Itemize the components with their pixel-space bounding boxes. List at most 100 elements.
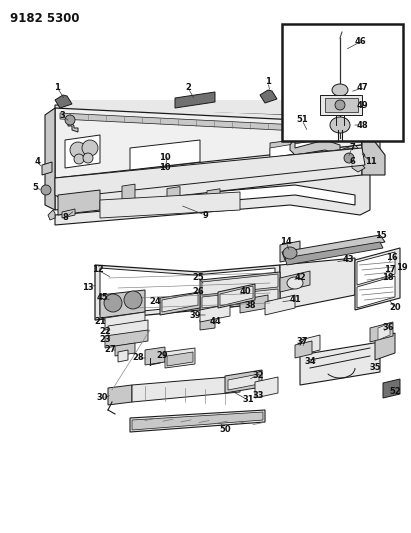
Polygon shape [200, 148, 360, 170]
Text: 31: 31 [242, 395, 254, 405]
Text: 33: 33 [252, 391, 264, 400]
Polygon shape [55, 105, 380, 180]
Text: 15: 15 [375, 230, 387, 239]
Text: 46: 46 [354, 37, 366, 46]
Polygon shape [280, 241, 300, 262]
Polygon shape [295, 341, 312, 358]
Polygon shape [378, 323, 390, 340]
Text: 6: 6 [349, 157, 355, 166]
Polygon shape [162, 293, 198, 312]
Text: 27: 27 [104, 345, 116, 354]
Polygon shape [202, 289, 278, 308]
Polygon shape [55, 145, 370, 225]
Text: 1: 1 [265, 77, 271, 86]
Text: 1: 1 [54, 83, 60, 92]
Text: 14: 14 [280, 238, 292, 246]
Polygon shape [165, 348, 195, 368]
Text: 5: 5 [32, 183, 38, 192]
Polygon shape [325, 98, 358, 112]
Polygon shape [270, 138, 330, 158]
Text: 32: 32 [252, 370, 264, 379]
Text: 47: 47 [356, 84, 368, 93]
Text: 21: 21 [94, 318, 106, 327]
Text: 28: 28 [132, 353, 144, 362]
Polygon shape [130, 140, 200, 170]
Polygon shape [218, 284, 255, 308]
Polygon shape [228, 374, 259, 390]
Text: 29: 29 [156, 351, 168, 359]
Text: 45: 45 [96, 294, 108, 303]
Polygon shape [300, 335, 320, 355]
Bar [282, 24, 403, 141]
Text: 52: 52 [389, 387, 401, 397]
Text: 8: 8 [62, 214, 68, 222]
Text: 42: 42 [294, 273, 306, 282]
Ellipse shape [330, 117, 350, 133]
Polygon shape [320, 95, 362, 115]
Polygon shape [357, 252, 395, 285]
Text: 3: 3 [59, 110, 65, 119]
Polygon shape [45, 108, 55, 210]
Polygon shape [260, 90, 277, 103]
Polygon shape [68, 118, 78, 132]
Text: 18: 18 [382, 273, 394, 282]
Polygon shape [132, 376, 240, 402]
Text: 24: 24 [149, 297, 161, 306]
Polygon shape [55, 148, 365, 198]
Polygon shape [200, 272, 280, 310]
Text: 4: 4 [34, 157, 40, 166]
Polygon shape [167, 187, 180, 208]
Text: 35: 35 [369, 364, 381, 373]
Polygon shape [105, 330, 148, 348]
Polygon shape [207, 189, 220, 211]
Ellipse shape [70, 142, 86, 158]
Polygon shape [55, 108, 362, 180]
Ellipse shape [283, 247, 297, 259]
Text: 36: 36 [382, 324, 394, 333]
Text: 19: 19 [396, 263, 408, 272]
Polygon shape [95, 265, 280, 320]
Text: 22: 22 [99, 327, 111, 336]
Polygon shape [285, 242, 383, 265]
Polygon shape [220, 286, 253, 306]
Polygon shape [352, 160, 365, 172]
Polygon shape [55, 95, 72, 108]
Polygon shape [290, 128, 340, 155]
Text: 39: 39 [189, 311, 201, 319]
Polygon shape [122, 184, 135, 206]
Polygon shape [300, 342, 380, 385]
Text: 51: 51 [296, 116, 308, 125]
Polygon shape [105, 312, 145, 330]
Polygon shape [270, 135, 330, 162]
Text: 38: 38 [244, 301, 256, 310]
Polygon shape [175, 92, 215, 108]
Text: 11: 11 [365, 157, 377, 166]
Text: 41: 41 [289, 295, 301, 304]
Ellipse shape [83, 153, 93, 163]
Polygon shape [62, 209, 75, 218]
Polygon shape [100, 290, 145, 318]
Polygon shape [100, 268, 275, 315]
Ellipse shape [335, 100, 345, 110]
Text: 10: 10 [159, 154, 171, 163]
Polygon shape [42, 162, 52, 175]
Text: 13: 13 [82, 282, 94, 292]
Polygon shape [130, 410, 265, 432]
Polygon shape [280, 258, 355, 310]
Text: 2: 2 [185, 84, 191, 93]
Polygon shape [118, 350, 128, 362]
Text: 9182 5300: 9182 5300 [10, 12, 80, 25]
Ellipse shape [74, 154, 84, 164]
Polygon shape [357, 276, 395, 308]
Polygon shape [167, 352, 193, 366]
Polygon shape [240, 295, 268, 313]
Ellipse shape [82, 140, 98, 156]
Text: 10: 10 [159, 164, 171, 173]
Text: 30: 30 [96, 393, 108, 402]
Polygon shape [362, 125, 385, 175]
Ellipse shape [41, 185, 51, 195]
Polygon shape [55, 145, 362, 210]
Polygon shape [200, 304, 230, 322]
Polygon shape [132, 412, 263, 430]
Text: 12: 12 [92, 265, 104, 274]
